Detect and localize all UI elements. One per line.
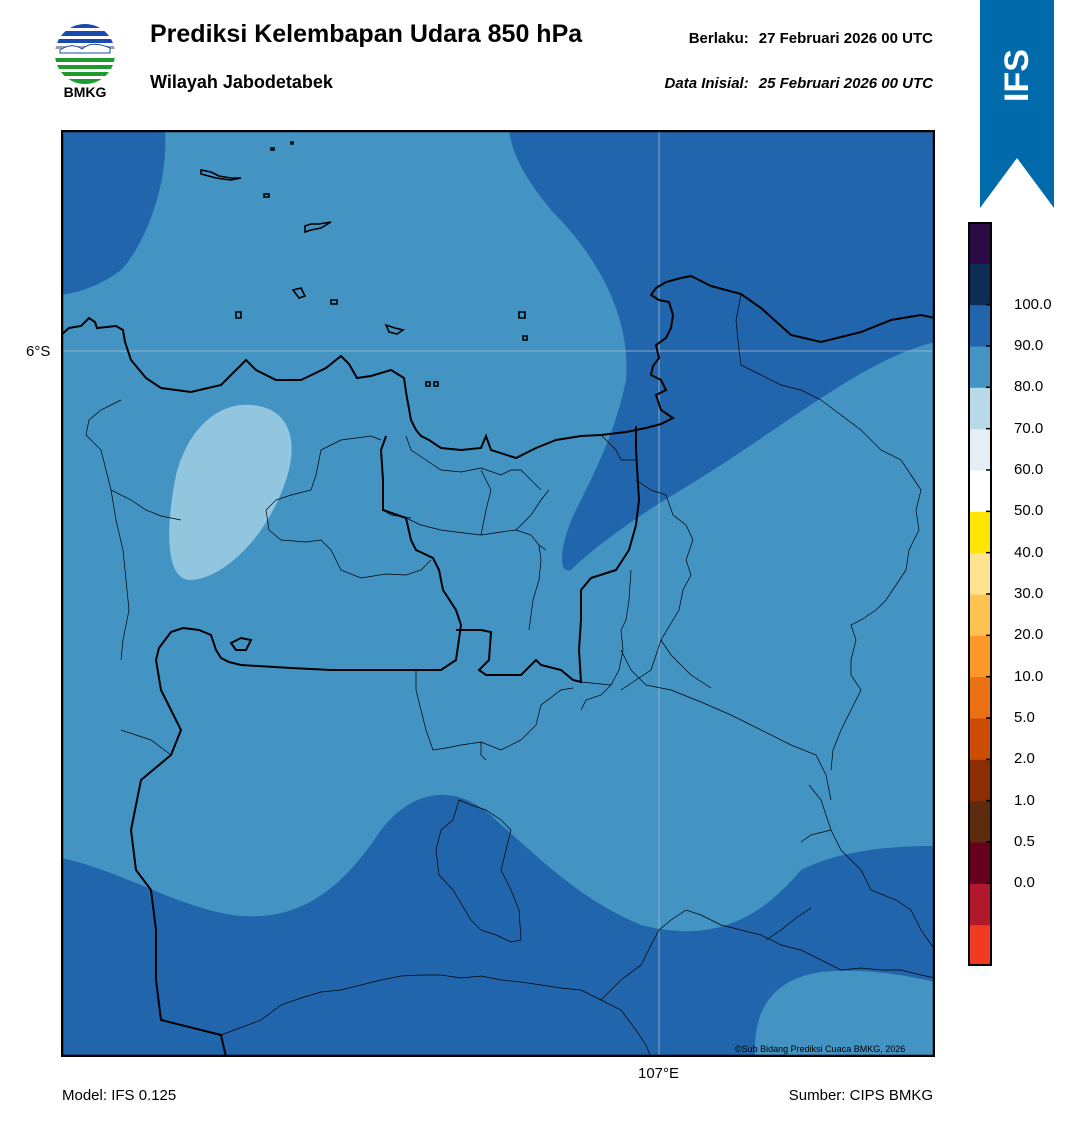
colorbar-swatch: [968, 676, 992, 719]
source-info: Sumber: CIPS BMKG: [788, 1087, 933, 1104]
colorbar-swatch: [968, 924, 992, 966]
map-frame: [61, 130, 935, 1057]
humidity-80-90-region-nw: [61, 130, 166, 295]
colorbar-swatch: [968, 800, 992, 843]
model-ribbon: [980, 0, 1054, 208]
colorbar-swatch: [968, 635, 992, 678]
colorbar-swatch: [968, 759, 992, 802]
map-title: Prediksi Kelembapan Udara 850 hPa: [150, 20, 583, 48]
island-group: [200, 141, 528, 387]
humidity-60-70-region: [169, 404, 292, 580]
colorbar-tick-label: 80.0: [1014, 378, 1044, 396]
colorbar-tick-label: 0.0: [1014, 874, 1035, 892]
colorbar-swatch: [968, 387, 992, 430]
humidity-70-80-region-se: [754, 970, 935, 1057]
colorbar-swatch: [968, 346, 992, 388]
colorbar-tick-label: 10.0: [1014, 667, 1044, 685]
init-time: Data Inisial: 25 Februari 2026 00 UTC: [665, 75, 933, 92]
latitude-label: 6°S: [26, 343, 51, 360]
colorbar-swatch: [968, 594, 992, 636]
valid-time-label: Berlaku:: [688, 30, 749, 47]
colorbar-tick-label: 60.0: [1014, 461, 1044, 478]
colorbar-swatch: [968, 718, 992, 760]
colorbar-tick-label: 30.0: [1014, 585, 1044, 602]
colorbar-tick-label: 1.0: [1014, 791, 1035, 809]
colorbar-tick-label: 90.0: [1014, 337, 1044, 354]
colorbar-swatch: [968, 842, 992, 884]
init-time-value: 25 Februari 2026 00 UTC: [758, 75, 933, 92]
colorbar-tick-label: 20.0: [1014, 626, 1044, 644]
humidity-80-90-region-ne: [509, 130, 935, 571]
colorbar-tick-label: 2.0: [1014, 750, 1035, 768]
model-info: Model: IFS 0.125: [62, 1087, 177, 1104]
colorbar-tick-label: 70.0: [1014, 419, 1044, 437]
bmkg-logo-icon: [55, 24, 115, 84]
init-time-label: Data Inisial:: [664, 75, 749, 92]
colorbar-swatch: [968, 304, 992, 347]
colorbar-swatch: [968, 883, 992, 926]
regency-borders: [85, 294, 935, 1057]
colorbar-swatch: [968, 263, 992, 306]
colorbar-tick-label: 40.0: [1014, 543, 1044, 561]
colorbar-tick-label: 100.0: [1014, 295, 1052, 313]
model-ribbon-label: IFS: [997, 48, 1036, 102]
coastline: [61, 274, 935, 460]
province-borders: [129, 426, 641, 1057]
colorbar-swatch: [968, 222, 992, 264]
colorbar-swatch: [968, 470, 992, 512]
humidity-80-90-region-s: [61, 794, 935, 1057]
colorbar-tick-label: 0.5: [1014, 833, 1035, 850]
colorbar-tick-label: 50.0: [1014, 502, 1044, 520]
colorbar-swatch: [968, 428, 992, 471]
colorbar-tick-label: 5.0: [1014, 709, 1035, 726]
map-credit: ©Sub Bidang Prediksi Cuaca BMKG, 2026: [735, 1044, 906, 1054]
logo-label: BMKG: [63, 84, 107, 100]
longitude-label: 107°E: [638, 1065, 680, 1082]
humidity-map: [61, 130, 935, 1057]
colorbar-frame: [968, 222, 992, 966]
valid-time: Berlaku: 27 Februari 2026 00 UTC: [689, 30, 933, 47]
map-subtitle: Wilayah Jabodetabek: [150, 72, 333, 92]
humidity-colorbar: [968, 222, 992, 966]
colorbar-swatch: [968, 552, 992, 595]
colorbar-swatch: [968, 511, 992, 554]
valid-time-value: 27 Februari 2026 00 UTC: [758, 30, 933, 47]
